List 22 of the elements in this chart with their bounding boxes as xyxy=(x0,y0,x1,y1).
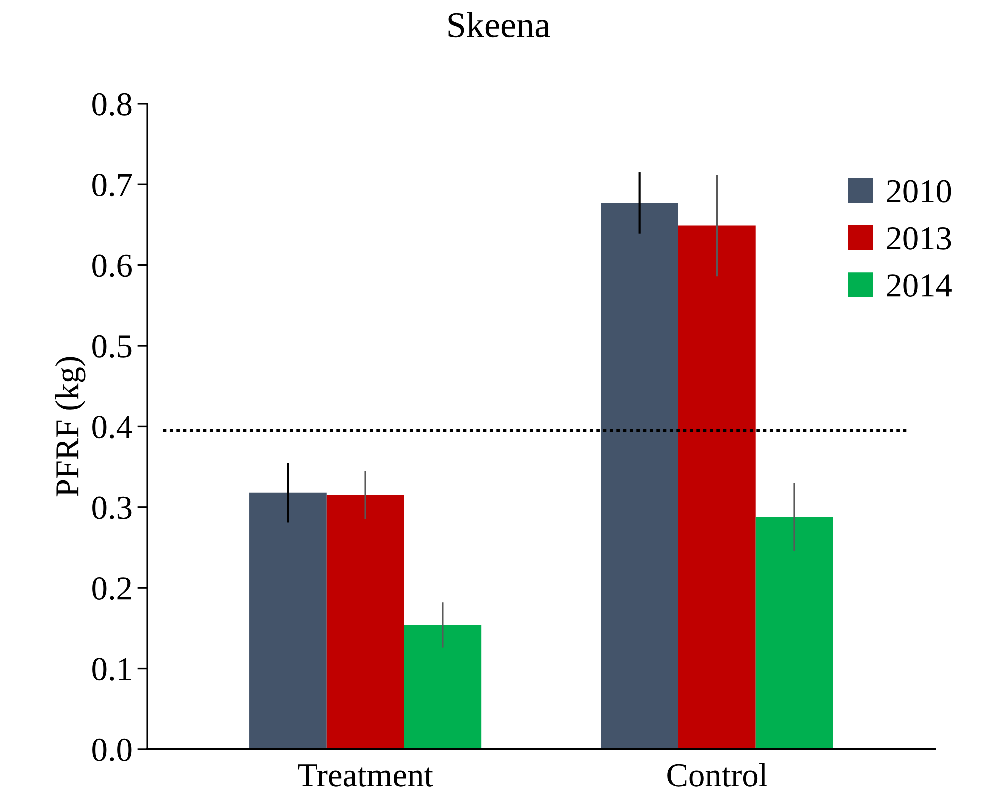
bar xyxy=(756,517,834,750)
x-tick-label: Control xyxy=(668,763,768,787)
y-tick-label: 0.5 xyxy=(92,335,132,358)
bar xyxy=(678,226,756,750)
y-tick-label: 0.2 xyxy=(92,577,132,600)
legend-label: 2014 xyxy=(887,274,952,297)
y-tick-label: 0.8 xyxy=(92,93,132,116)
bar xyxy=(250,492,327,750)
y-tick-label: 0.0 xyxy=(92,738,132,762)
x-tick-label: Treatment xyxy=(298,764,434,787)
chart-title: Skeena xyxy=(448,12,550,38)
bar xyxy=(601,203,679,750)
y-tick-label: 0.1 xyxy=(92,658,131,681)
y-tick-label: 0.6 xyxy=(92,254,132,278)
legend-label: 2010 xyxy=(887,180,952,203)
y-tick-label: 0.7 xyxy=(92,174,132,197)
bar xyxy=(404,625,482,750)
y-tick-label: 0.4 xyxy=(92,416,132,439)
legend-label: 2013 xyxy=(887,227,952,250)
y-tick-label: 0.3 xyxy=(92,496,132,520)
bar xyxy=(326,495,404,750)
y-axis-title: PFRF (kg) xyxy=(55,357,86,497)
